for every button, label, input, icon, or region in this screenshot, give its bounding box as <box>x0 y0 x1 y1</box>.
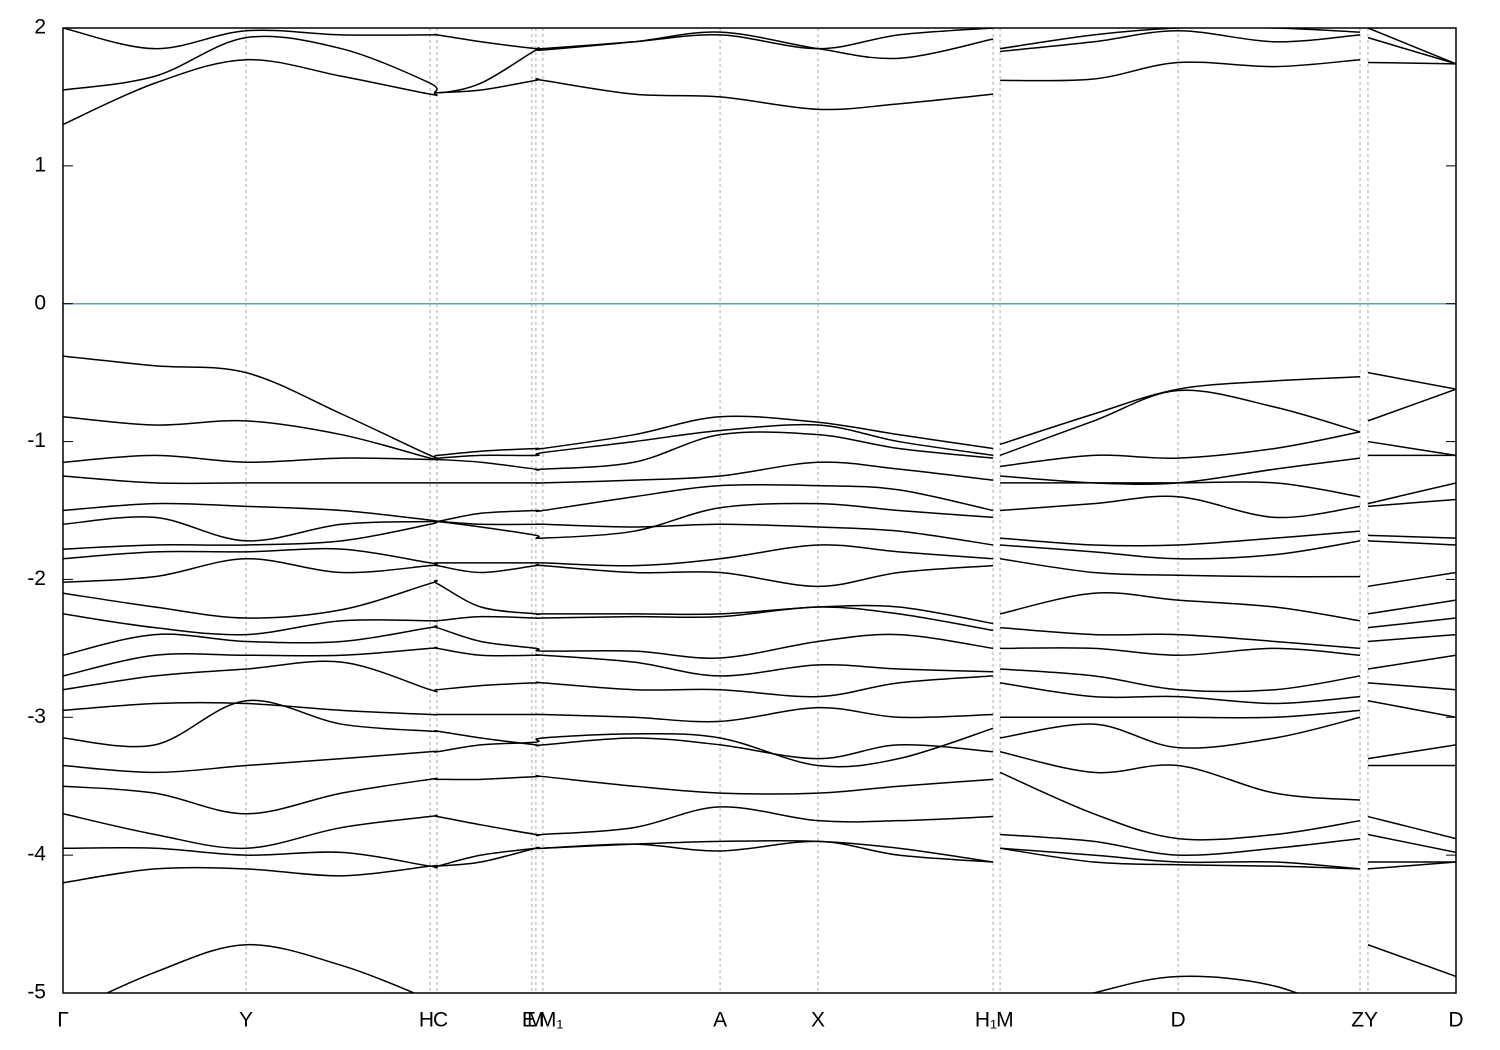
x-tick-label: A <box>713 1009 727 1032</box>
x-tick-label: Γ <box>57 1009 69 1032</box>
band <box>63 481 1456 523</box>
band <box>63 557 1456 588</box>
x-tick-label: M <box>527 1009 545 1032</box>
x-tick-label: Y <box>1364 1009 1378 1032</box>
band <box>63 579 1456 625</box>
band <box>63 28 1456 65</box>
x-tick-label: E <box>522 1009 536 1032</box>
band <box>63 58 1456 126</box>
x-tick-label: H <box>419 1009 434 1032</box>
x-tick-label: Z <box>1351 1009 1364 1032</box>
band <box>63 646 1456 693</box>
band <box>63 660 1456 705</box>
band <box>63 771 1456 841</box>
x-tick-label: Y <box>239 1009 253 1032</box>
band <box>63 355 1456 460</box>
y-tick-label: 1 <box>34 153 46 176</box>
y-tick-label: -3 <box>27 705 46 728</box>
x-tick-label: X <box>811 1009 825 1032</box>
band <box>63 625 1456 659</box>
band <box>63 540 1456 567</box>
band <box>63 431 1456 471</box>
y-tick-label: 0 <box>34 291 46 314</box>
band <box>105 943 1456 993</box>
grid <box>62 28 1457 993</box>
x-tick-label: M <box>996 1009 1014 1032</box>
band <box>63 495 1456 542</box>
y-tick-label: -2 <box>27 567 46 590</box>
bands <box>63 28 1456 993</box>
band <box>63 839 1456 884</box>
x-tick-label: D <box>1448 1009 1463 1032</box>
x-tick-label: D <box>1171 1009 1186 1032</box>
y-tick-label: -5 <box>27 981 46 1004</box>
band <box>63 699 1456 760</box>
band <box>63 454 1456 486</box>
band <box>63 520 1456 550</box>
y-tick-label: 2 <box>34 16 46 39</box>
band <box>63 388 1456 461</box>
y-tick-label: -4 <box>27 843 46 866</box>
x-tick-label: C <box>433 1009 448 1032</box>
x-tick-label: M₁ <box>539 1009 564 1032</box>
y-tick-label: -1 <box>27 429 46 452</box>
band <box>63 606 1456 650</box>
band <box>63 727 1456 801</box>
band <box>63 806 1456 857</box>
plot-frame <box>62 27 1457 994</box>
band <box>63 700 1456 723</box>
x-tick-label: H₁ <box>975 1009 997 1032</box>
